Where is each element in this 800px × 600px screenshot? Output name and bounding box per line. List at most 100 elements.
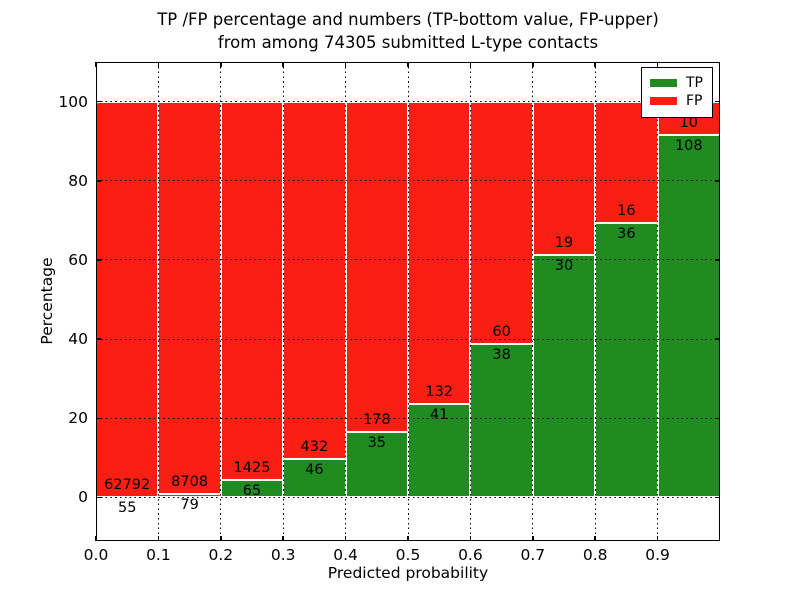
x-tick-mark [220, 62, 222, 67]
legend-label-fp: FP [686, 93, 703, 109]
x-tick-mark [344, 536, 347, 541]
x-tick-label: 0.6 [458, 546, 483, 564]
tp-bar-segment [408, 403, 471, 498]
x-tick-label: 0.0 [83, 546, 109, 564]
y-tick-mark [715, 180, 720, 182]
tp-count-label: 30 [554, 258, 574, 275]
x-tick-mark [594, 62, 596, 67]
x-tick-label: 0.3 [270, 546, 296, 564]
x-tick-mark [469, 62, 472, 67]
chart-title: TP /FP percentage and numbers (TP-bottom… [96, 9, 720, 54]
x-tick-mark [344, 62, 347, 67]
x-tick-mark [157, 536, 160, 541]
y-tick-mark [96, 180, 101, 182]
plot-area: 62792 55 8708 79 1425 65 432 46 178 35 132 41 60 38 19… [95, 62, 720, 541]
fp-legend-swatch-icon [650, 97, 677, 105]
fp-count-label: 60 [492, 323, 511, 340]
fp-bar-segment [158, 101, 221, 494]
fp-count-label: 432 [300, 439, 329, 456]
vertical-gridline [469, 62, 471, 541]
x-tick-label: 0.9 [645, 546, 670, 564]
fp-bar-segment [96, 101, 159, 498]
x-tick-mark [282, 536, 284, 541]
tp-count-label: 79 [180, 496, 199, 513]
x-tick-mark [656, 536, 659, 541]
x-tick-label: 0.8 [582, 546, 608, 564]
y-tick-mark [715, 100, 720, 103]
x-tick-mark [95, 536, 97, 541]
x-tick-mark [282, 62, 284, 67]
y-tick-mark [715, 417, 720, 420]
tp-bar-segment [283, 459, 346, 498]
fp-count-label: 132 [425, 383, 454, 400]
fp-bar-segment [532, 101, 596, 256]
x-tick-mark [469, 536, 472, 541]
tp-bar-segment [345, 432, 408, 498]
vertical-gridline [345, 62, 347, 541]
fp-count-label: 8708 [171, 473, 209, 490]
x-tick-mark [157, 62, 160, 67]
vertical-gridline [282, 62, 284, 541]
vertical-gridline [220, 62, 222, 541]
legend-item-tp: TP [650, 75, 703, 91]
y-tick-mark [96, 100, 101, 103]
tp-count-label: 38 [492, 346, 511, 363]
x-tick-mark [95, 62, 97, 67]
y-tick-label: 60 [68, 250, 88, 269]
y-tick-label: 0 [78, 488, 88, 507]
tp-count-label: 65 [242, 483, 262, 500]
fp-count-label: 1425 [233, 460, 271, 477]
legend-item-fp: FP [650, 93, 703, 109]
tp-count-label: 55 [117, 500, 137, 517]
x-axis-label: Predicted probability [327, 564, 489, 582]
tp-bar-segment [657, 135, 720, 498]
y-tick-label: 20 [68, 409, 88, 428]
vertical-gridline [532, 62, 534, 541]
vertical-gridline [657, 62, 659, 541]
x-tick-mark [594, 536, 596, 541]
x-tick-label: 0.7 [520, 546, 546, 564]
tp-bar-segment [595, 223, 658, 498]
x-tick-mark [656, 62, 659, 67]
x-tick-mark [407, 62, 409, 67]
fp-bar-segment [470, 101, 533, 344]
legend-label-tp: TP [686, 75, 703, 91]
y-tick-mark [96, 417, 101, 420]
x-tick-label: 0.5 [395, 546, 421, 564]
y-tick-mark [96, 496, 101, 499]
legend: TP FP [641, 67, 713, 118]
y-tick-mark [715, 496, 720, 499]
fp-bar-segment [595, 101, 658, 224]
y-tick-label: 40 [68, 330, 88, 349]
vertical-gridline [594, 62, 596, 541]
tp-count-label: 36 [617, 226, 636, 243]
tp-count-label: 108 [674, 138, 703, 155]
tp-count-label: 35 [367, 435, 387, 452]
chart-title-line1: TP /FP percentage and numbers (TP-bottom… [157, 10, 659, 29]
fp-count-label: 16 [617, 203, 636, 220]
fp-bar-segment [345, 101, 408, 433]
tp-bar-segment [220, 480, 284, 498]
x-tick-label: 0.4 [333, 546, 358, 564]
fp-count-label: 19 [554, 235, 574, 252]
fp-bar-segment [408, 101, 471, 404]
tp-count-label: 46 [305, 462, 324, 479]
y-tick-label: 100 [58, 92, 88, 111]
y-tick-mark [96, 338, 101, 340]
x-tick-label: 0.1 [146, 546, 171, 564]
tp-legend-swatch-icon [650, 79, 677, 87]
x-tick-mark [407, 536, 409, 541]
tp-bar-segment [470, 343, 533, 498]
fp-count-label: 62792 [104, 477, 151, 494]
vertical-gridline [407, 62, 409, 541]
fp-bar-segment [220, 101, 284, 481]
x-tick-label: 0.2 [208, 546, 234, 564]
x-tick-mark [220, 536, 222, 541]
y-tick-mark [715, 338, 720, 340]
x-tick-mark [532, 62, 534, 67]
tp-bar-segment [532, 255, 596, 498]
y-tick-mark [715, 259, 720, 261]
vertical-gridline [157, 62, 159, 541]
fp-count-label: 178 [362, 412, 391, 429]
